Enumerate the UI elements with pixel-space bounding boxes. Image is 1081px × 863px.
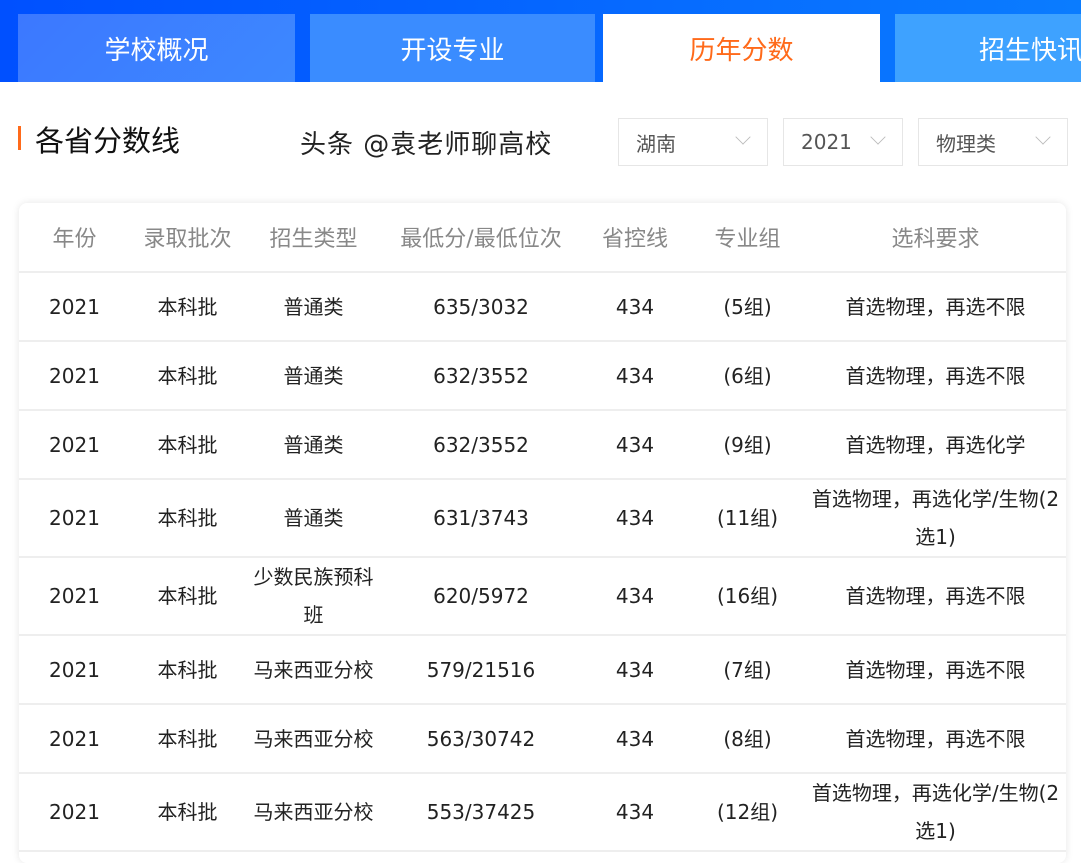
table-cell: 563/30742 xyxy=(382,704,580,774)
score-table-card: 年份 录取批次 招生类型 最低分/最低位次 省控线 专业组 选科要求 2021 本科批 普通类 6… xyxy=(19,203,1066,863)
column-header: 招生类型 xyxy=(245,203,382,273)
province-select[interactable]: 湖南 xyxy=(618,118,768,166)
table-cell: 本科批 xyxy=(130,479,245,558)
year-select[interactable]: 2021 xyxy=(783,118,903,166)
table-cell: 434 xyxy=(580,704,690,774)
table-row: 2021 本科批 普通类 635/3032 434 (5组) 首选物理，再选不限 xyxy=(19,272,1066,342)
table-cell: 434 xyxy=(580,557,690,636)
year-value: 2021 xyxy=(801,130,852,154)
table-cell: 553/37425 xyxy=(382,773,580,852)
table-cell: 首选物理，再选化学 xyxy=(805,410,1066,480)
table-cell: 2021 xyxy=(19,557,130,636)
table-cell: 2021 xyxy=(19,773,130,852)
table-cell: 434 xyxy=(580,479,690,558)
table-row: 2021 本科批 马来西亚分校 579/21516 434 (7组) 首选物理，再选不限 xyxy=(19,635,1066,705)
table-cell: 普通类 xyxy=(245,410,382,480)
table-row: 2021 本科批 普通类 632/3552 434 (6组) 首选物理，再选不限 xyxy=(19,341,1066,411)
table-cell: 579/21516 xyxy=(382,635,580,705)
table-cell: 首选物理，再选不限 xyxy=(805,704,1066,774)
score-table: 年份 录取批次 招生类型 最低分/最低位次 省控线 专业组 选科要求 2021 本科批 普通类 6… xyxy=(19,203,1066,852)
table-cell: 本科批 xyxy=(130,704,245,774)
table-header-row: 年份 录取批次 招生类型 最低分/最低位次 省控线 专业组 选科要求 xyxy=(19,203,1066,273)
table-cell: 首选物理，再选不限 xyxy=(805,341,1066,411)
table-cell: 首选物理，再选不限 xyxy=(805,635,1066,705)
table-cell: 631/3743 xyxy=(382,479,580,558)
table-cell: 首选物理，再选化学/生物(2选1) xyxy=(805,773,1066,852)
column-header: 专业组 xyxy=(690,203,805,273)
table-cell: (9组) xyxy=(690,410,805,480)
category-select[interactable]: 物理类 xyxy=(918,118,1068,166)
table-cell: 2021 xyxy=(19,479,130,558)
table-cell: (6组) xyxy=(690,341,805,411)
table-cell: 434 xyxy=(580,773,690,852)
table-cell: 2021 xyxy=(19,272,130,342)
table-cell: 2021 xyxy=(19,410,130,480)
column-header: 省控线 xyxy=(580,203,690,273)
table-cell: (12组) xyxy=(690,773,805,852)
chevron-down-icon xyxy=(735,129,751,145)
table-cell: 434 xyxy=(580,272,690,342)
table-cell: 普通类 xyxy=(245,341,382,411)
table-cell: 本科批 xyxy=(130,557,245,636)
table-cell: (8组) xyxy=(690,704,805,774)
table-cell: 首选物理，再选化学/生物(2选1) xyxy=(805,479,1066,558)
tab-school-overview[interactable]: 学校概况 xyxy=(18,14,295,82)
table-cell: (7组) xyxy=(690,635,805,705)
table-cell: (11组) xyxy=(690,479,805,558)
table-cell: 434 xyxy=(580,635,690,705)
column-header: 年份 xyxy=(19,203,130,273)
table-cell: 本科批 xyxy=(130,341,245,411)
table-row: 2021 本科批 普通类 632/3552 434 (9组) 首选物理，再选化学 xyxy=(19,410,1066,480)
table-cell: 2021 xyxy=(19,704,130,774)
table-cell: 首选物理，再选不限 xyxy=(805,272,1066,342)
table-cell: (5组) xyxy=(690,272,805,342)
tab-admission-news[interactable]: 招生快讯 xyxy=(895,14,1081,82)
table-cell: 马来西亚分校 xyxy=(245,704,382,774)
table-cell: 620/5972 xyxy=(382,557,580,636)
table-cell: 马来西亚分校 xyxy=(245,635,382,705)
column-header: 录取批次 xyxy=(130,203,245,273)
table-cell: 马来西亚分校 xyxy=(245,773,382,852)
table-row: 2021 本科批 普通类 631/3743 434 (11组) 首选物理，再选化学/生物(2… xyxy=(19,479,1066,558)
table-cell: 2021 xyxy=(19,341,130,411)
table-cell: 434 xyxy=(580,341,690,411)
table-cell: 少数民族预科班 xyxy=(245,557,382,636)
section-title: 各省分数线 xyxy=(35,124,181,158)
table-cell: 本科批 xyxy=(130,272,245,342)
tab-majors[interactable]: 开设专业 xyxy=(310,14,595,82)
table-cell: 普通类 xyxy=(245,479,382,558)
table-row: 2021 本科批 马来西亚分校 553/37425 434 (12组) 首选物理，再选化学/… xyxy=(19,773,1066,852)
category-value: 物理类 xyxy=(936,131,996,156)
table-cell: 632/3552 xyxy=(382,410,580,480)
watermark: 头条 @袁老师聊高校 xyxy=(300,130,553,160)
table-cell: 本科批 xyxy=(130,410,245,480)
section-accent-bar xyxy=(18,126,21,150)
table-cell: 本科批 xyxy=(130,635,245,705)
chevron-down-icon xyxy=(1035,129,1051,145)
table-cell: 635/3032 xyxy=(382,272,580,342)
province-value: 湖南 xyxy=(636,131,676,156)
table-cell: 2021 xyxy=(19,635,130,705)
table-cell: 434 xyxy=(580,410,690,480)
table-row: 2021 本科批 马来西亚分校 563/30742 434 (8组) 首选物理，再选不限 xyxy=(19,704,1066,774)
table-cell: 本科批 xyxy=(130,773,245,852)
column-header: 选科要求 xyxy=(805,203,1066,273)
tab-past-scores[interactable]: 历年分数 xyxy=(603,14,880,82)
column-header: 最低分/最低位次 xyxy=(382,203,580,273)
table-cell: (16组) xyxy=(690,557,805,636)
table-row: 2021 本科批 少数民族预科班 620/5972 434 (16组) 首选物理，再选不限 xyxy=(19,557,1066,636)
table-cell: 632/3552 xyxy=(382,341,580,411)
table-cell: 首选物理，再选不限 xyxy=(805,557,1066,636)
chevron-down-icon xyxy=(870,129,886,145)
table-cell: 普通类 xyxy=(245,272,382,342)
